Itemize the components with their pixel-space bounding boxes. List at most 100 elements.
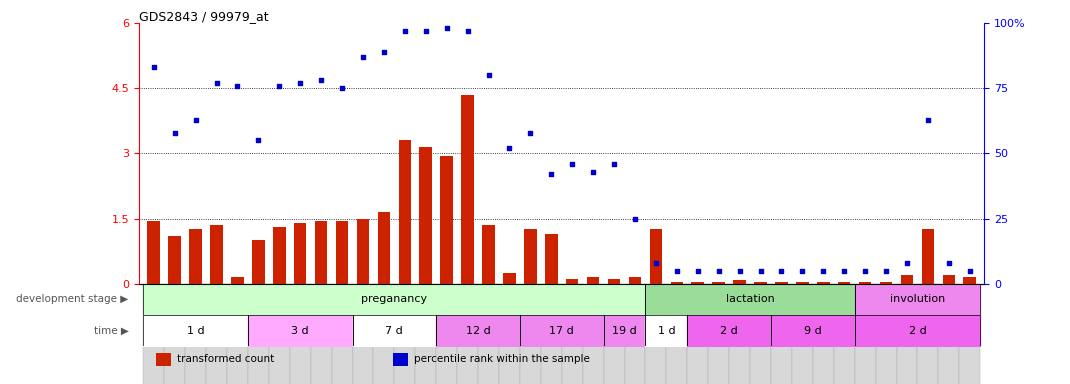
Point xyxy=(961,268,978,274)
Point xyxy=(689,268,706,274)
Bar xyxy=(419,147,432,284)
Bar xyxy=(750,284,771,384)
Point xyxy=(271,83,288,89)
Point xyxy=(334,85,351,91)
Point xyxy=(669,268,686,274)
Point xyxy=(836,268,853,274)
Bar xyxy=(625,284,645,384)
Bar xyxy=(938,284,960,384)
Point xyxy=(501,145,518,151)
Bar xyxy=(273,227,286,284)
Bar xyxy=(207,284,227,384)
Bar xyxy=(775,281,788,284)
Text: 1 d: 1 d xyxy=(658,326,675,336)
Point xyxy=(731,268,748,274)
Point xyxy=(919,116,936,122)
Bar xyxy=(248,284,269,384)
Bar xyxy=(855,284,875,384)
Point xyxy=(857,268,874,274)
Bar xyxy=(943,275,956,284)
Bar xyxy=(310,284,332,384)
Text: transformed count: transformed count xyxy=(178,354,274,364)
Bar xyxy=(586,277,599,284)
Bar xyxy=(771,284,792,384)
Bar xyxy=(189,230,202,284)
Bar xyxy=(143,284,164,384)
Bar xyxy=(185,284,207,384)
Text: 19 d: 19 d xyxy=(612,326,637,336)
Bar xyxy=(921,230,934,284)
Text: 7 d: 7 d xyxy=(385,326,403,336)
Text: 1 d: 1 d xyxy=(187,326,204,336)
Bar xyxy=(398,141,411,284)
Bar xyxy=(671,281,683,284)
Point xyxy=(710,268,728,274)
Bar xyxy=(667,284,687,384)
Bar xyxy=(373,284,395,384)
Text: preganancy: preganancy xyxy=(362,295,427,305)
Point xyxy=(773,268,790,274)
Bar xyxy=(963,277,976,284)
Bar xyxy=(649,230,662,284)
Point xyxy=(312,77,330,83)
Point xyxy=(166,129,183,136)
Point xyxy=(752,268,769,274)
Bar xyxy=(897,284,917,384)
Bar xyxy=(503,273,516,284)
Point xyxy=(438,25,455,31)
Point xyxy=(606,161,623,167)
Text: percentile rank within the sample: percentile rank within the sample xyxy=(414,354,590,364)
Bar xyxy=(336,221,349,284)
Bar xyxy=(540,284,562,384)
Bar xyxy=(875,284,897,384)
Bar xyxy=(901,275,914,284)
Bar xyxy=(708,284,729,384)
Bar xyxy=(729,284,750,384)
Bar xyxy=(813,284,834,384)
Bar xyxy=(156,353,171,366)
Bar xyxy=(168,236,181,284)
Point xyxy=(417,28,434,34)
Bar xyxy=(253,240,264,284)
Bar xyxy=(478,284,499,384)
Bar xyxy=(499,284,520,384)
Bar xyxy=(859,281,871,284)
Bar xyxy=(792,284,813,384)
Point xyxy=(187,116,204,122)
Bar xyxy=(834,284,855,384)
Point xyxy=(376,49,393,55)
Text: 2 d: 2 d xyxy=(720,326,738,336)
Text: time ▶: time ▶ xyxy=(93,326,128,336)
Bar xyxy=(545,234,557,284)
Bar xyxy=(378,212,391,284)
Point xyxy=(354,54,371,60)
Bar xyxy=(562,284,583,384)
Bar xyxy=(356,218,369,284)
Point xyxy=(208,80,225,86)
Bar xyxy=(687,284,708,384)
Point xyxy=(229,83,246,89)
Text: 17 d: 17 d xyxy=(549,326,575,336)
Point xyxy=(564,161,581,167)
Point xyxy=(941,260,958,266)
Bar xyxy=(294,223,306,284)
Text: lactation: lactation xyxy=(725,295,775,305)
Point xyxy=(626,215,643,222)
Bar xyxy=(583,284,603,384)
Bar xyxy=(483,225,494,284)
Point xyxy=(292,80,309,86)
Bar xyxy=(524,230,537,284)
Point xyxy=(146,64,163,70)
Point xyxy=(396,28,413,34)
Bar xyxy=(332,284,352,384)
Point xyxy=(814,268,831,274)
Bar xyxy=(269,284,290,384)
Bar xyxy=(691,281,704,284)
Bar xyxy=(645,284,667,384)
Point xyxy=(647,260,664,266)
Bar xyxy=(608,280,621,284)
Text: GDS2843 / 99979_at: GDS2843 / 99979_at xyxy=(139,10,269,23)
Bar xyxy=(441,156,453,284)
Text: 12 d: 12 d xyxy=(465,326,490,336)
Point xyxy=(480,72,498,78)
